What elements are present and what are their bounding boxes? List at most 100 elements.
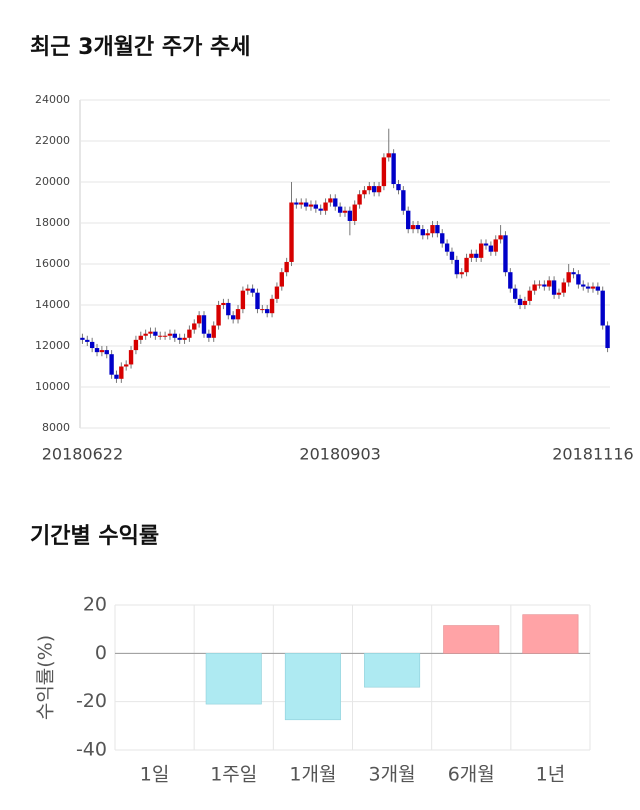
candle-body [454, 259, 460, 275]
x-tick-label: 1개월 [289, 764, 336, 786]
candle-body [347, 210, 353, 221]
y-tick-label: 22000 [35, 134, 70, 147]
candle-body [172, 333, 178, 338]
candle-body [532, 284, 537, 291]
candle-body [396, 184, 401, 191]
candle-body [158, 335, 163, 337]
candle-body [571, 272, 576, 275]
y-tick-label: 16000 [35, 257, 70, 270]
candle-body [386, 153, 391, 158]
candle-body [230, 315, 236, 320]
candle-body [459, 272, 464, 275]
candle-body [391, 153, 396, 185]
candle-body [537, 284, 542, 286]
candle-body [162, 335, 168, 337]
candle-body [235, 309, 241, 320]
candle-body [323, 202, 328, 211]
candle-body [576, 274, 581, 285]
candle-body [342, 210, 348, 213]
candle-body [128, 350, 134, 365]
y-tick-label: 14000 [35, 298, 70, 311]
candle-body [357, 194, 362, 205]
candle-body [512, 288, 518, 299]
candle-body [201, 315, 207, 334]
candle-body [124, 364, 129, 367]
candle-body [167, 333, 173, 336]
candle-body [308, 204, 314, 207]
candle-body [104, 350, 109, 355]
section-title: 최근 3개월간 주가 추세 [30, 35, 250, 60]
candle-body [522, 300, 528, 305]
candle-body [153, 331, 158, 336]
candle-body [376, 186, 382, 193]
candle-body [333, 198, 338, 207]
candle-body [177, 337, 182, 340]
bar [205, 653, 262, 705]
candle-body [274, 286, 280, 299]
candle-body [527, 290, 532, 301]
candle-body [581, 284, 586, 287]
x-tick-label: 1일 [140, 764, 170, 786]
candle-body [99, 350, 105, 353]
candle-body [255, 292, 260, 310]
candle-body [401, 190, 406, 211]
candle-body [265, 309, 270, 314]
candle-body [250, 288, 255, 293]
candle-body [440, 233, 445, 244]
y-tick-label: 8000 [42, 421, 70, 434]
x-tick-label: 3개월 [369, 764, 416, 786]
section-title: 기간별 수익률 [30, 524, 159, 549]
candle-body [488, 245, 494, 252]
candle-body [187, 329, 192, 338]
candle-body [221, 302, 226, 305]
candle-body [561, 282, 566, 293]
candle-body [328, 198, 333, 203]
candle-body [542, 284, 547, 287]
candle-body [240, 290, 246, 310]
candle-body [517, 298, 523, 305]
candle-body [556, 292, 562, 295]
candle-body [483, 243, 489, 246]
y-tick-label: 18000 [35, 216, 70, 229]
candle-body [289, 202, 294, 262]
bar [443, 625, 500, 654]
candle-body [371, 186, 377, 193]
candle-body [367, 186, 372, 191]
bar [284, 653, 341, 721]
x-tick-label: 20181116 [552, 445, 633, 464]
candle-body [508, 272, 513, 289]
candle-body [381, 157, 387, 187]
y-tick-label: 10000 [35, 380, 70, 393]
bar [522, 614, 579, 654]
candle-body [498, 235, 503, 240]
candle-body [192, 323, 197, 330]
candle-body [590, 286, 596, 289]
y-axis-label: 수익률(%) [35, 635, 57, 720]
candle-body [313, 204, 319, 209]
candle-body [449, 251, 455, 260]
candle-body [89, 341, 95, 349]
y-tick-label: 12000 [35, 339, 70, 352]
y-tick-label: -40 [76, 739, 107, 761]
y-tick-label: -20 [76, 690, 107, 712]
candle-body [362, 190, 367, 195]
candle-body [318, 208, 323, 211]
candle-body [80, 337, 85, 340]
candle-body [133, 339, 139, 351]
candle-body [420, 229, 425, 236]
candle-body [585, 286, 591, 289]
candle-body [269, 298, 275, 314]
x-tick-label: 1년 [536, 764, 566, 786]
candle-body [478, 243, 484, 258]
candle-body [245, 288, 250, 291]
candle-body [415, 225, 421, 230]
candle-body [600, 290, 605, 326]
candle-body [226, 302, 231, 316]
candle-body [148, 331, 153, 334]
y-tick-label: 20000 [35, 175, 70, 188]
candle-body [138, 335, 143, 340]
candle-body [425, 233, 430, 236]
y-tick-label: 24000 [35, 93, 70, 106]
candle-body [119, 366, 124, 379]
candle-body [503, 235, 508, 273]
